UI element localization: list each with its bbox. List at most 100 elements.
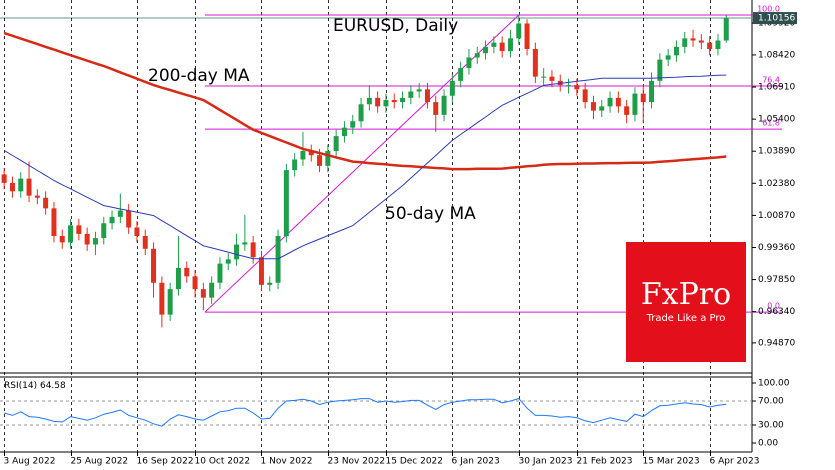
candle-body [582,89,588,103]
rsi-label: RSI(14) [4,381,37,391]
ma-line [3,74,727,260]
ma-line [3,31,727,171]
candle-body [300,150,306,160]
ma-label: 200-day MA [148,66,250,86]
candle-body [715,40,721,49]
ma-label: 50-day MA [385,204,476,224]
candle-body [574,85,580,90]
candle-body [117,210,123,217]
candle-body [682,38,688,47]
candle-body [43,197,49,209]
candle-body [267,282,273,285]
candle-body [159,282,165,315]
y-tick-label: 1.00870 [758,211,795,221]
x-tick-label: 21 Feb 2023 [577,457,633,467]
rsi-last: 64.58 [40,381,66,391]
candle-body [507,38,513,52]
candle-body [18,178,24,192]
grid [0,0,752,452]
rsi-tick-label: 100.00 [758,379,790,389]
candle-body [283,170,289,236]
last-price-label: 1.10156 [758,14,795,24]
candle-body [466,57,472,69]
candle-body [59,235,65,243]
candle-body [400,97,406,103]
candle-body [34,195,40,198]
candle-body [325,150,331,166]
candle-body [698,40,704,43]
candle-body [366,97,372,105]
candle-body [308,150,314,156]
candle-body [590,102,596,111]
candle-body [333,136,339,151]
lines [3,31,727,427]
candle-body [458,68,464,81]
candle-body [723,17,729,41]
logo-box [626,242,746,362]
candle-body [375,97,381,107]
candle-body [541,76,547,78]
y-tick-label: 0.97850 [758,275,795,285]
candle-body [142,235,148,249]
candle-body [491,42,497,47]
rsi-tick-label: 0.00 [758,439,778,449]
candle-body [151,248,157,283]
rsi-tick-label: 70.00 [758,397,784,407]
candle-body [175,267,181,290]
candle-body [632,93,638,115]
candle-body [242,242,248,245]
candle-body [9,182,15,192]
fib-label: 76.4 [762,75,780,84]
candle-body [258,257,264,285]
candle-body [225,259,231,264]
candle-body [275,235,281,283]
y-tick-label: 1.02380 [758,179,795,189]
candle-body [424,89,430,103]
candle-body [383,99,389,107]
candle-body [449,80,455,96]
candle-body [126,210,132,228]
candle-body [665,55,671,60]
candle-body [350,121,356,128]
y-tick-label: 1.05400 [758,115,795,125]
x-tick-label: 1 Nov 2022 [261,457,313,467]
candle-body [549,76,555,81]
y-tick-label: 1.06910 [758,83,795,93]
candle-body [92,238,98,245]
candle-body [690,38,696,41]
candle-body [524,23,530,49]
candle-body [532,48,538,77]
x-tick-label: 15 Dec 2022 [386,457,444,467]
candle-body [673,46,679,56]
axes: 1.099201.084201.069101.054001.038901.023… [4,12,797,467]
rsi-line [4,398,727,427]
last-price-box [753,12,797,25]
candle-body [707,42,713,49]
candles [1,14,729,328]
candle-body [217,263,223,283]
candle-body [615,97,621,107]
candle-body [209,282,215,298]
candle-body [76,225,82,234]
x-tick-label: 30 Jan 2023 [519,457,573,467]
candle-body [1,174,7,183]
logo-brand: FxPro [641,277,731,312]
candle-body [599,106,605,111]
logo-tagline: Trade Like a Pro [646,313,726,324]
x-tick-label: 3 Aug 2022 [4,457,56,467]
candle-body [358,104,364,122]
y-tick-label: 1.08420 [758,50,795,60]
candle-body [51,208,57,236]
x-tick-label: 6 Apr 2023 [710,457,760,467]
candle-body [649,80,655,103]
candle-body [109,216,115,224]
fib-label: 100.0 [757,4,780,13]
candle-body [483,46,489,54]
candle-body [234,244,240,260]
rsi-tick-label: 30.00 [758,421,784,431]
candle-body [640,93,646,103]
chart-title: EURUSD, Daily [333,16,458,36]
x-tick-label: 25 Aug 2022 [71,457,129,467]
